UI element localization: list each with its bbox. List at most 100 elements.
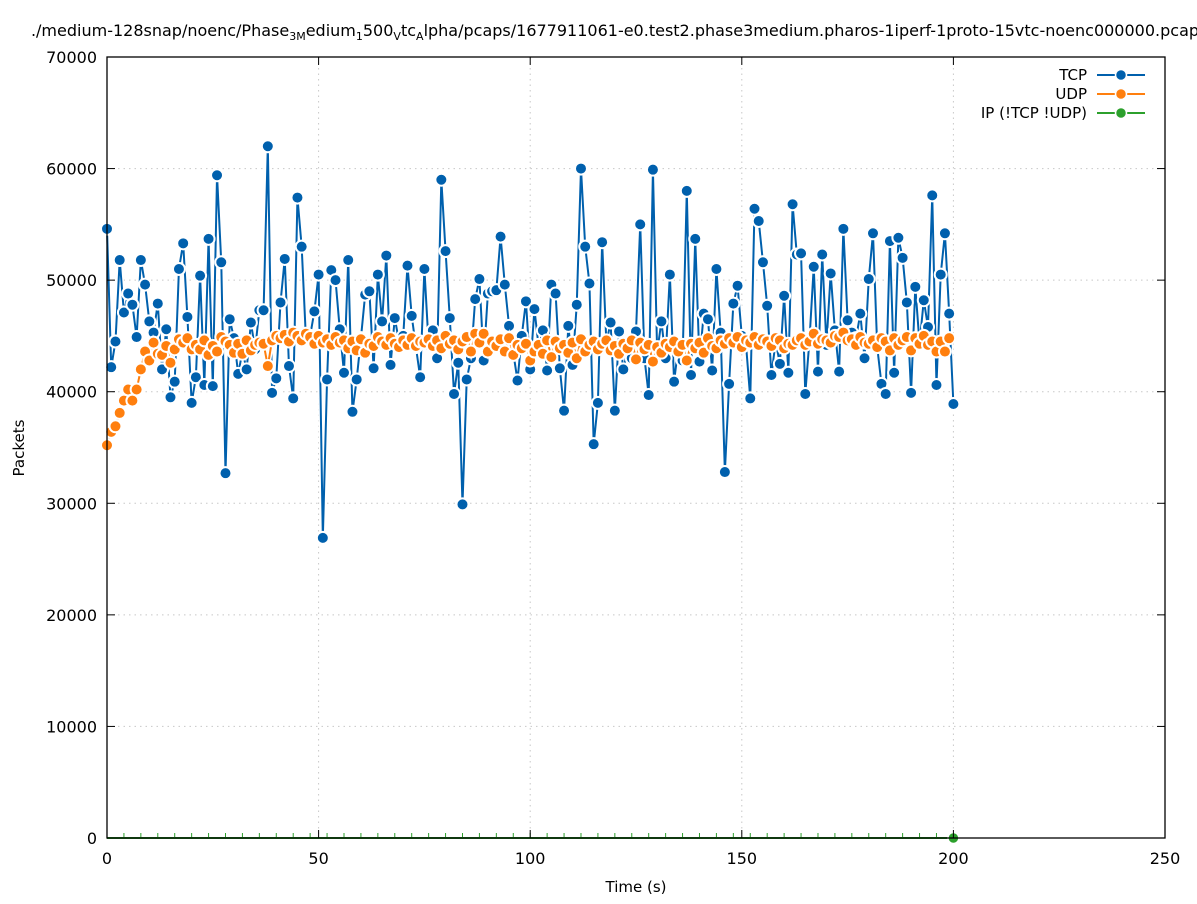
data-point — [557, 403, 572, 418]
data-point — [929, 378, 944, 393]
data-point — [273, 295, 288, 310]
data-point — [891, 230, 906, 245]
data-point — [476, 326, 491, 341]
data-point — [662, 267, 677, 282]
data-point — [887, 365, 902, 380]
data-point — [899, 295, 914, 310]
data-point — [265, 385, 280, 400]
data-point — [345, 404, 360, 419]
data-point — [459, 372, 474, 387]
data-point — [946, 396, 961, 411]
data-point — [726, 296, 741, 311]
title-subscript: 3M — [289, 30, 306, 43]
series-layer — [100, 139, 961, 845]
title-subscript: A — [416, 30, 424, 43]
data-point — [434, 172, 449, 187]
data-point — [840, 313, 855, 328]
data-point — [561, 318, 576, 333]
x-tick-label: 250 — [1150, 849, 1181, 868]
data-point — [163, 390, 178, 405]
data-point — [366, 361, 381, 376]
data-point — [857, 351, 872, 366]
data-point — [645, 354, 660, 369]
data-point — [806, 259, 821, 274]
legend-marker — [1114, 87, 1128, 101]
data-point — [785, 197, 800, 212]
data-point — [133, 253, 148, 268]
data-point — [129, 330, 144, 345]
data-point — [493, 229, 508, 244]
data-point — [320, 372, 335, 387]
data-point — [214, 255, 229, 270]
data-point — [518, 294, 533, 309]
data-point — [641, 388, 656, 403]
data-point — [607, 403, 622, 418]
data-point — [159, 322, 174, 337]
data-point — [239, 362, 254, 377]
data-point — [925, 188, 940, 203]
data-point — [810, 364, 825, 379]
data-point — [937, 226, 952, 241]
data-point — [595, 235, 610, 250]
x-tick-label: 150 — [727, 849, 758, 868]
data-point — [404, 308, 419, 323]
data-point — [336, 365, 351, 380]
data-point — [286, 391, 301, 406]
data-point — [705, 363, 720, 378]
data-point — [684, 367, 699, 382]
data-point — [362, 284, 377, 299]
data-point — [451, 355, 466, 370]
data-point — [654, 314, 669, 329]
data-point — [108, 419, 123, 434]
data-point — [616, 362, 631, 377]
data-point — [379, 248, 394, 263]
data-point — [180, 309, 195, 324]
y-tick-label: 30000 — [46, 494, 97, 513]
legend-label: TCP — [1058, 66, 1087, 84]
data-point — [125, 297, 140, 312]
data-point — [438, 244, 453, 259]
data-point — [294, 239, 309, 254]
data-point — [260, 359, 275, 374]
data-point — [578, 239, 593, 254]
data-point — [836, 221, 851, 236]
legend-label: IP (!TCP !UDP) — [981, 104, 1087, 122]
data-point — [586, 437, 601, 452]
title-subscript: V — [393, 30, 401, 43]
data-point — [243, 315, 258, 330]
data-point — [540, 363, 555, 378]
data-point — [281, 359, 296, 374]
y-tick-label: 10000 — [46, 717, 97, 736]
data-point — [603, 315, 618, 330]
data-point — [205, 379, 220, 394]
data-point — [129, 382, 144, 397]
data-point — [116, 305, 131, 320]
data-point — [112, 405, 127, 420]
legend-marker — [1114, 68, 1128, 82]
y-axis-label: Packets — [10, 419, 28, 476]
data-point — [315, 530, 330, 545]
data-point — [307, 304, 322, 319]
data-point — [260, 139, 275, 154]
title-text: tc — [401, 21, 416, 40]
data-point — [772, 356, 787, 371]
data-point — [176, 236, 191, 251]
x-tick-label: 200 — [938, 849, 969, 868]
data-point — [781, 365, 796, 380]
data-point — [222, 312, 237, 327]
x-tick-label: 100 — [515, 849, 546, 868]
title-text: lpha/pcaps/1677911061-e0.test2.phase3med… — [424, 21, 1197, 40]
data-point — [590, 395, 605, 410]
data-point — [904, 385, 919, 400]
y-tick-label: 50000 — [46, 271, 97, 290]
data-point — [277, 251, 292, 266]
x-tick-label: 50 — [308, 849, 328, 868]
data-point — [138, 277, 153, 292]
data-point — [400, 258, 415, 273]
data-point — [256, 303, 271, 318]
axes: 0 50 100 150 200 250 0 10000 20000 30000 40000 5000… — [46, 48, 1180, 868]
data-point — [552, 361, 567, 376]
data-point — [167, 374, 182, 389]
